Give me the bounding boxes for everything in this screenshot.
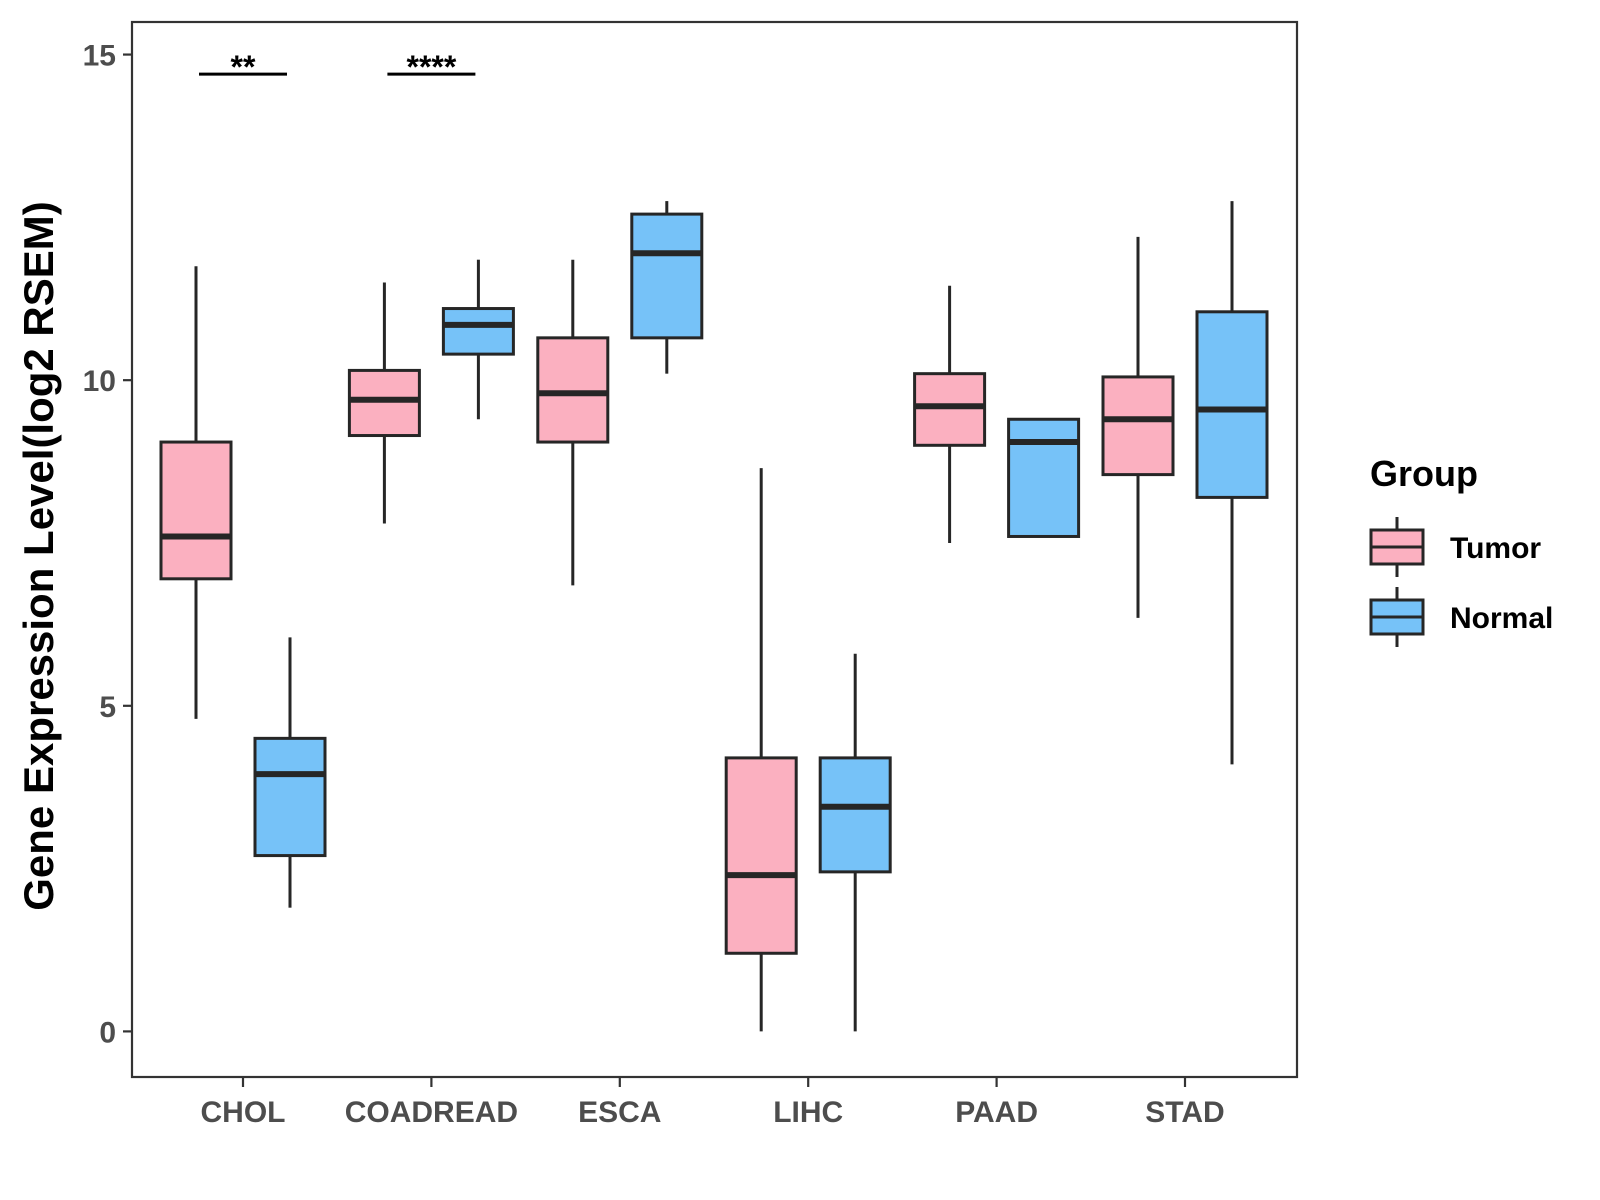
box-normal-stad [1195, 201, 1269, 765]
box-normal-paad [1007, 417, 1081, 538]
legend-label: Tumor [1450, 532, 1541, 565]
y-tick-label: 0 [99, 1016, 116, 1049]
box-normal-esca [630, 201, 704, 374]
box-iqr [1007, 417, 1081, 538]
box-iqr [159, 440, 233, 581]
box-iqr [253, 736, 327, 858]
box-iqr [536, 336, 610, 444]
box-iqr [347, 368, 421, 438]
y-tick-label: 5 [99, 691, 116, 724]
box-tumor-coadread [347, 282, 421, 524]
box-tumor-esca [536, 259, 610, 586]
legend: Group Tumor Normal [1369, 453, 1553, 647]
box-iqr [913, 372, 987, 447]
y-tick-label: 10 [83, 365, 116, 398]
x-tick-label: ESCA [578, 1096, 661, 1129]
x-tick-label: LIHC [773, 1096, 843, 1129]
legend-title: Group [1370, 453, 1478, 494]
box-tumor-stad [1101, 236, 1175, 618]
significance-label: ** [231, 49, 256, 85]
box-normal-lihc [818, 653, 892, 1032]
box-iqr [630, 212, 704, 340]
x-tick-label: PAAD [955, 1096, 1038, 1129]
legend-item-tumor: Tumor [1369, 517, 1541, 577]
box-iqr [1101, 375, 1175, 477]
box-tumor-chol [159, 266, 233, 719]
box-iqr [818, 756, 892, 874]
box-normal-coadread [441, 259, 515, 420]
y-tick-label: 15 [83, 40, 116, 73]
x-tick-label: STAD [1145, 1096, 1224, 1129]
significance-label: **** [406, 49, 456, 85]
x-tick-label: COADREAD [345, 1096, 518, 1129]
y-axis-title: Gene Expression Level(log2 RSEM) [15, 201, 62, 911]
box-iqr [441, 307, 515, 356]
box-tumor-lihc [724, 468, 798, 1032]
x-tick-label: CHOL [201, 1096, 286, 1129]
box-tumor-paad [913, 285, 987, 543]
box-iqr [724, 756, 798, 955]
box-normal-chol [253, 637, 327, 908]
box-iqr [1195, 310, 1269, 499]
panel-border [130, 20, 1299, 1079]
legend-item-normal: Normal [1369, 587, 1553, 647]
legend-label: Normal [1450, 602, 1553, 635]
